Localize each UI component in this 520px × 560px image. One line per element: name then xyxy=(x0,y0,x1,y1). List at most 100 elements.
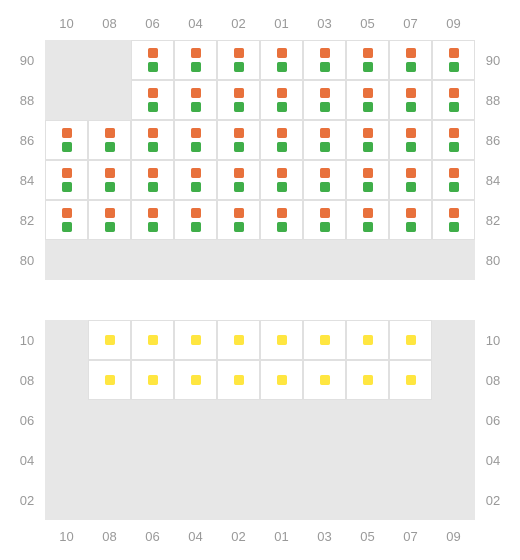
cell[interactable] xyxy=(217,120,260,160)
cell[interactable] xyxy=(217,360,260,400)
cell[interactable] xyxy=(346,40,389,80)
cell[interactable] xyxy=(131,200,174,240)
cell[interactable] xyxy=(131,40,174,80)
axis-label: 09 xyxy=(432,529,475,544)
cell[interactable] xyxy=(45,200,88,240)
cell[interactable] xyxy=(217,200,260,240)
cell[interactable] xyxy=(389,160,432,200)
cell xyxy=(45,80,88,120)
marker xyxy=(406,208,416,218)
cell[interactable] xyxy=(389,360,432,400)
marker xyxy=(320,335,330,345)
cell[interactable] xyxy=(389,200,432,240)
cell xyxy=(174,240,217,280)
marker xyxy=(320,48,330,58)
axis-label: 06 xyxy=(15,400,39,440)
cell[interactable] xyxy=(303,120,346,160)
cell[interactable] xyxy=(389,40,432,80)
axis-label: 08 xyxy=(481,360,505,400)
cell[interactable] xyxy=(260,360,303,400)
cell[interactable] xyxy=(303,80,346,120)
axis-label: 88 xyxy=(15,80,39,120)
cell[interactable] xyxy=(260,40,303,80)
cell[interactable] xyxy=(346,160,389,200)
marker xyxy=(62,128,72,138)
cell[interactable] xyxy=(389,80,432,120)
marker xyxy=(449,88,459,98)
marker xyxy=(277,142,287,152)
cell xyxy=(389,240,432,280)
cell[interactable] xyxy=(346,200,389,240)
axis-label: 06 xyxy=(131,529,174,544)
cell[interactable] xyxy=(389,120,432,160)
cell[interactable] xyxy=(174,320,217,360)
cell[interactable] xyxy=(303,160,346,200)
marker xyxy=(320,375,330,385)
cell[interactable] xyxy=(432,120,475,160)
cell xyxy=(260,480,303,520)
cell[interactable] xyxy=(217,320,260,360)
cell xyxy=(432,440,475,480)
cell[interactable] xyxy=(260,120,303,160)
cell[interactable] xyxy=(217,40,260,80)
marker xyxy=(277,102,287,112)
marker xyxy=(234,142,244,152)
marker xyxy=(191,142,201,152)
cell xyxy=(88,40,131,80)
cell[interactable] xyxy=(303,200,346,240)
cell[interactable] xyxy=(88,320,131,360)
cell[interactable] xyxy=(432,200,475,240)
marker xyxy=(277,182,287,192)
cell xyxy=(260,240,303,280)
marker xyxy=(363,102,373,112)
cell[interactable] xyxy=(131,160,174,200)
cell xyxy=(432,320,475,360)
marker xyxy=(320,88,330,98)
cell[interactable] xyxy=(346,320,389,360)
axis-label: 03 xyxy=(303,16,346,31)
cell[interactable] xyxy=(346,120,389,160)
marker xyxy=(234,168,244,178)
cell xyxy=(260,400,303,440)
cell[interactable] xyxy=(260,160,303,200)
cell[interactable] xyxy=(260,200,303,240)
cell[interactable] xyxy=(389,320,432,360)
marker xyxy=(148,375,158,385)
marker xyxy=(406,128,416,138)
cell[interactable] xyxy=(432,160,475,200)
cell[interactable] xyxy=(346,360,389,400)
cell[interactable] xyxy=(217,160,260,200)
cell[interactable] xyxy=(303,360,346,400)
cell[interactable] xyxy=(174,80,217,120)
cell[interactable] xyxy=(88,360,131,400)
cell[interactable] xyxy=(131,320,174,360)
cell[interactable] xyxy=(131,80,174,120)
cell[interactable] xyxy=(88,120,131,160)
marker xyxy=(277,168,287,178)
cell[interactable] xyxy=(131,360,174,400)
marker xyxy=(105,168,115,178)
marker xyxy=(406,62,416,72)
cell[interactable] xyxy=(303,40,346,80)
cell[interactable] xyxy=(260,320,303,360)
cell[interactable] xyxy=(174,360,217,400)
cell[interactable] xyxy=(174,160,217,200)
cell[interactable] xyxy=(303,320,346,360)
cell[interactable] xyxy=(45,120,88,160)
cell[interactable] xyxy=(432,80,475,120)
cell xyxy=(389,400,432,440)
cell[interactable] xyxy=(174,40,217,80)
cell[interactable] xyxy=(88,160,131,200)
cell[interactable] xyxy=(45,160,88,200)
cell[interactable] xyxy=(260,80,303,120)
axis-label: 10 xyxy=(45,529,88,544)
axis-label: 02 xyxy=(217,529,260,544)
cell[interactable] xyxy=(88,200,131,240)
cell[interactable] xyxy=(131,120,174,160)
cell[interactable] xyxy=(346,80,389,120)
cell[interactable] xyxy=(432,40,475,80)
cell[interactable] xyxy=(174,120,217,160)
cell[interactable] xyxy=(174,200,217,240)
cell[interactable] xyxy=(217,80,260,120)
marker xyxy=(363,375,373,385)
